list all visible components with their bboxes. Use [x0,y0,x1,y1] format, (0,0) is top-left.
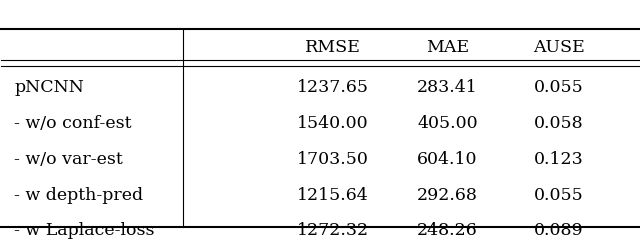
Text: - w depth-pred: - w depth-pred [14,187,143,204]
Text: 1272.32: 1272.32 [297,222,369,239]
Text: - w Laplace-loss: - w Laplace-loss [14,222,155,239]
Text: 1215.64: 1215.64 [297,187,369,204]
Text: 1237.65: 1237.65 [297,79,369,96]
Text: 1703.50: 1703.50 [297,151,369,168]
Text: 248.26: 248.26 [417,222,478,239]
Text: 1540.00: 1540.00 [297,115,369,132]
Text: 0.055: 0.055 [534,187,584,204]
Text: - w/o var-est: - w/o var-est [14,151,123,168]
Text: AUSE: AUSE [533,39,585,56]
Text: - w/o conf-est: - w/o conf-est [14,115,132,132]
Text: 0.055: 0.055 [534,79,584,96]
Text: pNCNN: pNCNN [14,79,84,96]
Text: MAE: MAE [426,39,469,56]
Text: 283.41: 283.41 [417,79,478,96]
Text: 0.058: 0.058 [534,115,584,132]
Text: 604.10: 604.10 [417,151,477,168]
Text: 0.123: 0.123 [534,151,584,168]
Text: 405.00: 405.00 [417,115,477,132]
Text: 292.68: 292.68 [417,187,478,204]
Text: 0.089: 0.089 [534,222,584,239]
Text: RMSE: RMSE [305,39,361,56]
